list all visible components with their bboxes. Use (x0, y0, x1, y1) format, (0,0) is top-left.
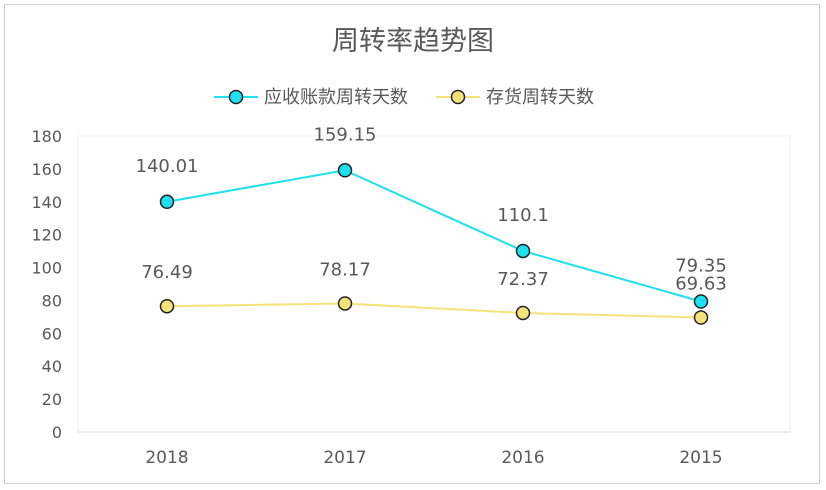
series-line-1 (166, 302, 702, 319)
legend: 应收账款周转天数 存货周转天数 (214, 87, 594, 108)
x-tick-label: 2015 (679, 448, 722, 468)
x-tick-label: 2016 (501, 448, 544, 468)
legend-marker-receivables (228, 89, 244, 105)
chart-title: 周转率趋势图 (332, 26, 494, 57)
y-tick-label: 140 (31, 193, 62, 212)
legend-label-receivables: 应收账款周转天数 (264, 87, 408, 108)
legend-label-inventory: 存货周转天数 (486, 87, 594, 108)
data-label: 76.49 (141, 262, 193, 283)
data-label: 78.17 (319, 259, 371, 280)
legend-marker-inventory (450, 89, 466, 105)
data-label: 72.37 (497, 269, 549, 290)
y-tick-label: 180 (31, 127, 62, 146)
data-label: 69.63 (675, 273, 727, 294)
x-tick-label: 2017 (323, 448, 366, 468)
x-axis: 2018 2017 2016 2015 (145, 448, 722, 468)
data-point (693, 294, 709, 309)
series-layer: 140.01 159.15 110.1 79.35 76.49 78.17 72.37 69.… (136, 124, 727, 325)
data-point (159, 194, 175, 210)
series-line-0 (166, 169, 702, 303)
data-label: 79.35 (675, 256, 727, 277)
y-tick-label: 0 (52, 423, 62, 442)
y-tick-label: 100 (31, 259, 62, 278)
data-point (693, 310, 709, 325)
data-label: 110.1 (497, 205, 549, 226)
y-tick-label: 20 (42, 390, 62, 409)
x-tick-label: 2018 (145, 448, 188, 468)
y-tick-label: 120 (31, 226, 62, 245)
data-point (515, 243, 531, 259)
data-point (337, 296, 353, 311)
y-axis: 0 20 40 60 80 100 120 140 160 180 (31, 127, 62, 442)
data-label: 140.01 (136, 156, 199, 177)
data-point (515, 305, 531, 321)
chart-frame (4, 4, 820, 484)
data-point (159, 298, 175, 314)
y-tick-label: 160 (31, 160, 62, 179)
y-tick-label: 60 (42, 324, 62, 343)
data-label: 159.15 (314, 124, 377, 145)
y-tick-label: 40 (42, 357, 62, 376)
data-point (337, 163, 353, 178)
y-tick-label: 80 (42, 291, 62, 310)
